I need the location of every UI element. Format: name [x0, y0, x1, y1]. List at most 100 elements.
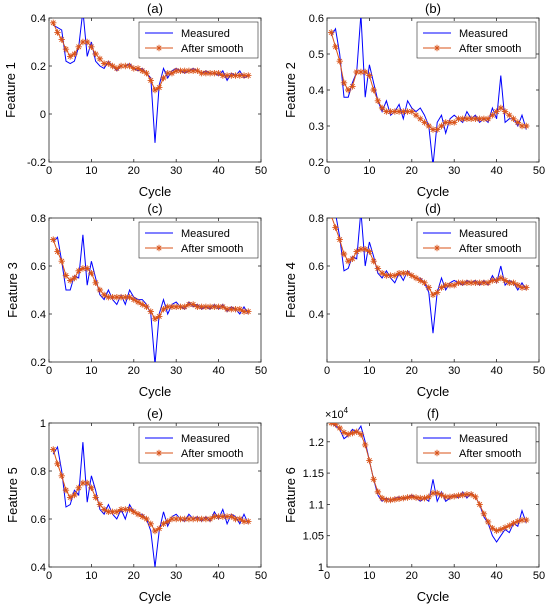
smooth-marker — [408, 272, 415, 279]
smooth-marker — [219, 72, 227, 79]
legend-measured-label: Measured — [181, 28, 230, 40]
smooth-marker — [240, 308, 248, 315]
smooth-marker — [434, 126, 441, 133]
smooth-marker — [429, 126, 437, 133]
smooth-marker — [446, 282, 454, 289]
smooth-marker — [62, 272, 70, 279]
smooth-marker — [173, 67, 180, 74]
smooth-marker — [370, 258, 377, 265]
y-tick-label: 0.6 — [31, 261, 46, 273]
smooth-marker — [518, 122, 526, 130]
smooth-marker — [126, 506, 133, 513]
legend-smooth-marker — [433, 44, 441, 52]
smooth-marker — [147, 520, 154, 527]
y-tick-label: 1 — [318, 562, 324, 574]
smooth-marker — [160, 306, 167, 313]
smooth-marker — [96, 501, 104, 508]
y-axis-label: Feature 3 — [5, 262, 20, 318]
smooth-marker — [168, 70, 176, 77]
smooth-marker — [164, 518, 171, 525]
smooth-marker — [429, 291, 437, 298]
smooth-marker — [54, 248, 61, 255]
legend-measured-label: Measured — [181, 433, 230, 445]
legend-smooth-marker — [155, 449, 163, 457]
smooth-marker — [88, 484, 95, 491]
smooth-marker — [395, 495, 403, 502]
smooth-marker — [88, 270, 95, 277]
smooth-marker — [160, 520, 167, 527]
smooth-marker — [185, 515, 193, 523]
smooth-marker — [395, 108, 403, 115]
smooth-marker — [357, 246, 365, 253]
smooth-marker — [383, 108, 390, 115]
smooth-marker — [467, 115, 475, 122]
smooth-marker — [438, 284, 445, 291]
x-tick-label: 50 — [533, 165, 545, 177]
smooth-marker — [374, 97, 382, 104]
smooth-marker — [156, 525, 163, 532]
smooth-marker — [122, 62, 129, 70]
smooth-marker — [501, 108, 509, 115]
smooth-marker — [62, 487, 70, 494]
smooth-marker — [147, 77, 154, 84]
smooth-marker — [523, 516, 530, 524]
smooth-marker — [476, 501, 483, 508]
smooth-marker — [400, 494, 407, 502]
smooth-marker — [71, 274, 78, 282]
smooth-marker — [168, 303, 176, 310]
smooth-marker — [202, 70, 210, 77]
smooth-marker — [232, 515, 239, 523]
smooth-marker — [54, 460, 61, 467]
smooth-marker — [510, 279, 517, 286]
smooth-marker — [164, 70, 171, 77]
smooth-marker — [223, 72, 231, 79]
y-tick-label: 0.4 — [309, 309, 324, 321]
smooth-marker — [442, 282, 449, 289]
y-axis-label: Feature 6 — [283, 467, 298, 523]
x-tick-label: 0 — [324, 165, 330, 177]
smooth-marker — [455, 279, 462, 286]
smooth-marker — [117, 62, 125, 70]
x-tick-label: 10 — [85, 570, 97, 582]
smooth-marker — [100, 291, 108, 298]
smooth-marker — [467, 279, 475, 286]
smooth-marker — [451, 493, 458, 500]
x-tick-label: 30 — [170, 365, 182, 377]
smooth-marker — [451, 119, 458, 126]
smooth-marker — [232, 72, 239, 79]
smooth-marker — [143, 515, 150, 523]
series-group — [50, 18, 252, 143]
smooth-marker — [245, 72, 252, 79]
smooth-marker — [194, 67, 201, 74]
smooth-marker — [493, 527, 500, 534]
legend: Measured After smooth — [416, 426, 537, 464]
y-tick-label: 0.4 — [31, 309, 46, 321]
smooth-marker — [383, 272, 390, 279]
smooth-marker — [189, 301, 197, 308]
legend-smooth-label: After smooth — [459, 243, 521, 255]
smooth-marker — [92, 279, 99, 286]
x-tick-label: 50 — [255, 365, 267, 377]
smooth-marker — [219, 303, 227, 310]
smooth-marker — [425, 122, 432, 130]
panel-title: (b) — [425, 1, 441, 16]
x-tick-label: 20 — [128, 365, 140, 377]
smooth-marker — [96, 286, 104, 294]
smooth-marker — [194, 303, 201, 310]
smooth-marker — [506, 279, 513, 286]
x-tick-label: 20 — [406, 570, 418, 582]
smooth-marker — [476, 115, 483, 122]
y-tick-label: 0.8 — [31, 213, 46, 225]
x-tick-label: 30 — [448, 365, 460, 377]
smooth-marker — [336, 424, 343, 432]
legend-measured-label: Measured — [459, 228, 508, 240]
x-tick-label: 50 — [533, 570, 545, 582]
smooth-marker — [143, 303, 150, 310]
smooth-marker — [96, 55, 104, 62]
smooth-marker — [463, 491, 471, 498]
smooth-marker — [151, 315, 159, 322]
legend: Measured After smooth — [416, 21, 537, 59]
smooth-marker — [105, 508, 112, 515]
smooth-marker — [88, 43, 95, 50]
